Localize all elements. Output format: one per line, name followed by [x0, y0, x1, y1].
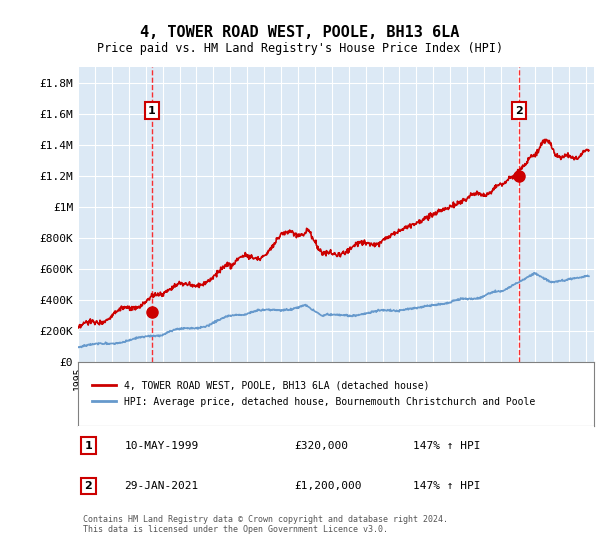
Text: Contains HM Land Registry data © Crown copyright and database right 2024.
This d: Contains HM Land Registry data © Crown c…: [83, 515, 448, 534]
Text: 2: 2: [515, 106, 523, 115]
Text: 4, TOWER ROAD WEST, POOLE, BH13 6LA: 4, TOWER ROAD WEST, POOLE, BH13 6LA: [140, 25, 460, 40]
Text: 29-JAN-2021: 29-JAN-2021: [124, 481, 199, 491]
Text: £320,000: £320,000: [295, 441, 349, 451]
Text: 147% ↑ HPI: 147% ↑ HPI: [413, 481, 481, 491]
Text: 10-MAY-1999: 10-MAY-1999: [124, 441, 199, 451]
Legend: 4, TOWER ROAD WEST, POOLE, BH13 6LA (detached house), HPI: Average price, detach: 4, TOWER ROAD WEST, POOLE, BH13 6LA (det…: [88, 377, 539, 410]
Text: 1: 1: [148, 106, 155, 115]
Text: 1: 1: [85, 441, 92, 451]
Text: £1,200,000: £1,200,000: [295, 481, 362, 491]
Text: 2: 2: [85, 481, 92, 491]
Text: 147% ↑ HPI: 147% ↑ HPI: [413, 441, 481, 451]
Text: Price paid vs. HM Land Registry's House Price Index (HPI): Price paid vs. HM Land Registry's House …: [97, 42, 503, 55]
